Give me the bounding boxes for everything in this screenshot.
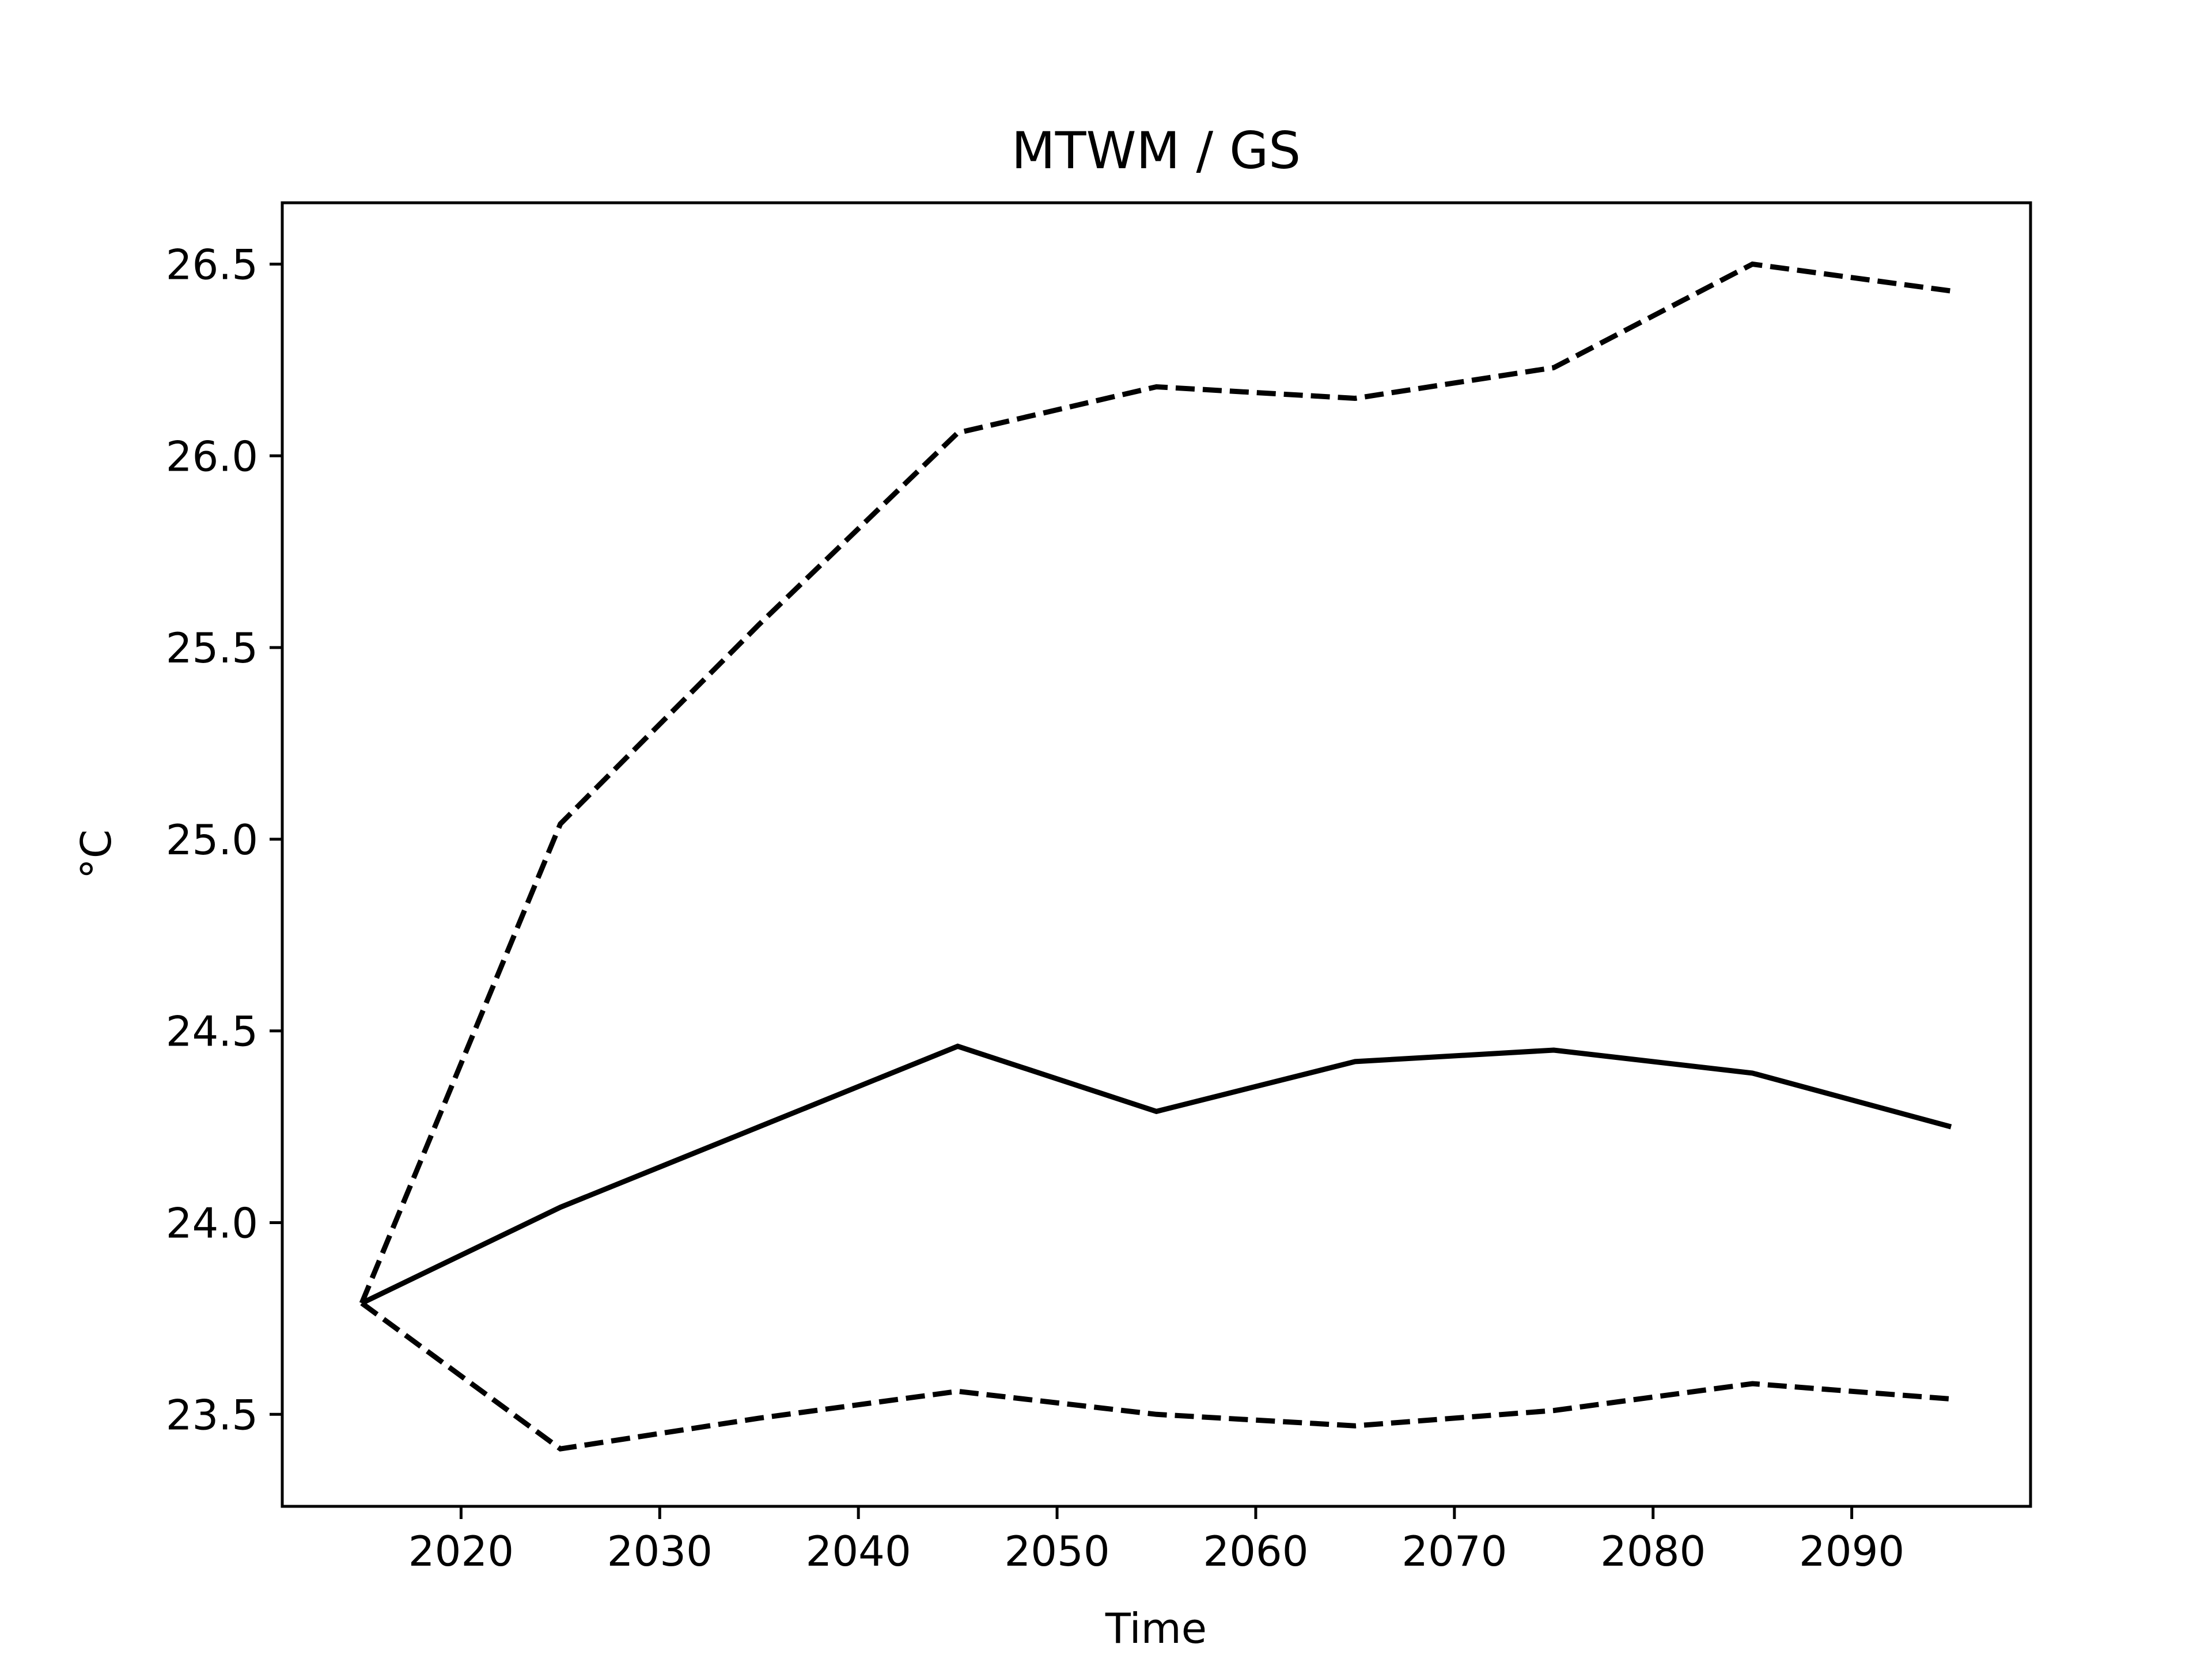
series-line-3 xyxy=(360,1301,1952,1452)
x-axis: 2020 2030 2040 2050 2060 2070 2080 2090 xyxy=(408,1506,1904,1575)
x-tick-label: 2050 xyxy=(1004,1527,1109,1575)
y-tick-label: 24.0 xyxy=(166,1199,258,1247)
y-axis-label: °C xyxy=(72,830,120,879)
x-tick-label: 2090 xyxy=(1799,1527,1904,1575)
chart-title: MTWM / GS xyxy=(1012,121,1301,180)
x-tick-label: 2020 xyxy=(408,1527,514,1575)
y-tick-label: 24.5 xyxy=(166,1007,258,1056)
y-tick-label: 25.5 xyxy=(166,624,258,672)
series-layer xyxy=(359,261,1952,1452)
plot-frame xyxy=(281,201,2032,1508)
y-tick-label: 26.5 xyxy=(166,240,258,289)
y-tick-label: 25.0 xyxy=(166,816,258,864)
x-tick-label: 2070 xyxy=(1402,1527,1507,1575)
x-axis-label: Time xyxy=(1105,1604,1207,1653)
series-line-1 xyxy=(359,261,1952,1304)
series-line-2 xyxy=(361,1043,1952,1306)
x-tick-label: 2030 xyxy=(607,1527,713,1575)
x-tick-label: 2080 xyxy=(1600,1527,1706,1575)
x-tick-label: 2040 xyxy=(806,1527,911,1575)
y-tick-label: 23.5 xyxy=(166,1391,258,1439)
y-tick-label: 26.0 xyxy=(166,432,258,480)
y-axis: 23.5 24.0 24.5 25.0 25.5 26.0 26.5 xyxy=(166,240,282,1439)
x-tick-label: 2060 xyxy=(1203,1527,1308,1575)
